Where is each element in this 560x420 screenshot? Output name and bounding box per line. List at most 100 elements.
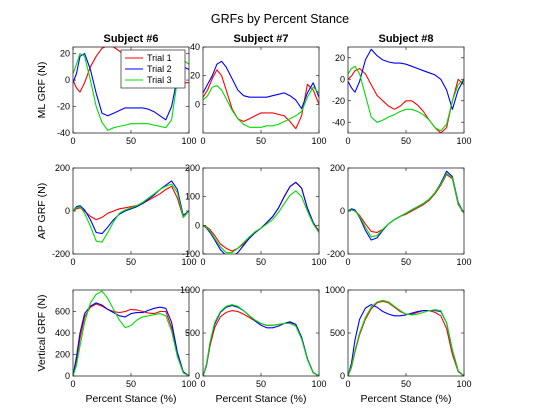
series-line-trial-3 bbox=[203, 304, 319, 376]
y-tick-label: 200 bbox=[55, 163, 70, 173]
legend-label-trial-2: Trial 2 bbox=[147, 64, 172, 74]
y-tick-label: -20 bbox=[57, 102, 70, 112]
y-tick-label: 200 bbox=[330, 163, 345, 173]
plot-area bbox=[348, 290, 464, 376]
series-line-trial-2 bbox=[73, 180, 189, 235]
y-tick-label: 200 bbox=[185, 163, 200, 173]
y-tick-label: 500 bbox=[185, 328, 200, 338]
y-tick-label: 20 bbox=[335, 53, 345, 63]
y-tick-label: 600 bbox=[55, 307, 70, 317]
panel-title: Subject #6 bbox=[103, 33, 158, 45]
y-tick-label: 40 bbox=[190, 42, 200, 52]
panel-title: Subject #8 bbox=[378, 33, 433, 45]
x-tick-label: 100 bbox=[456, 136, 471, 146]
x-tick-label: 100 bbox=[311, 136, 326, 146]
y-axis-label: ML GRF (N) bbox=[36, 62, 48, 119]
series-group bbox=[348, 299, 464, 376]
y-tick-label: -40 bbox=[57, 128, 70, 138]
series-line-trial-3 bbox=[203, 190, 319, 254]
series-group bbox=[203, 304, 319, 376]
x-tick-label: 100 bbox=[456, 257, 471, 267]
y-tick-label: -40 bbox=[332, 117, 345, 127]
x-tick-label: 0 bbox=[70, 136, 75, 146]
series-line-trial-2 bbox=[203, 60, 319, 110]
y-tick-label: 0 bbox=[195, 99, 200, 109]
x-tick-label: 100 bbox=[311, 257, 326, 267]
x-tick-label: 0 bbox=[345, 136, 350, 146]
plot-area bbox=[348, 168, 464, 254]
x-tick-label: 0 bbox=[70, 257, 75, 267]
y-tick-label: 0 bbox=[340, 371, 345, 381]
plot-area bbox=[203, 47, 319, 133]
x-tick-label: 50 bbox=[401, 379, 411, 389]
series-line-trial-3 bbox=[348, 299, 464, 376]
series-line-trial-2 bbox=[73, 302, 189, 376]
series-line-trial-3 bbox=[73, 183, 189, 243]
x-axis-label: Percent Stance (%) bbox=[360, 393, 451, 405]
x-axis-label: Percent Stance (%) bbox=[85, 393, 176, 405]
legend-label-trial-3: Trial 3 bbox=[147, 75, 172, 85]
x-tick-label: 0 bbox=[345, 379, 350, 389]
panel-title: Subject #7 bbox=[233, 33, 288, 45]
x-tick-label: 0 bbox=[200, 257, 205, 267]
series-group bbox=[73, 290, 189, 376]
x-tick-label: 50 bbox=[256, 379, 266, 389]
series-line-trial-3 bbox=[348, 172, 464, 238]
series-line-trial-3 bbox=[73, 53, 189, 131]
series-line-trial-3 bbox=[73, 290, 189, 376]
y-tick-label: 20 bbox=[190, 71, 200, 81]
legend-label-trial-1: Trial 1 bbox=[147, 53, 172, 63]
plot-area bbox=[348, 47, 464, 133]
series-group bbox=[203, 60, 319, 130]
x-tick-label: 50 bbox=[401, 257, 411, 267]
series-line-trial-3 bbox=[348, 65, 464, 132]
y-tick-label: 400 bbox=[55, 328, 70, 338]
x-tick-label: 50 bbox=[126, 379, 136, 389]
x-tick-label: 0 bbox=[200, 136, 205, 146]
plot-area bbox=[73, 290, 189, 376]
y-tick-label: -20 bbox=[332, 96, 345, 106]
x-tick-label: 50 bbox=[401, 136, 411, 146]
plot-area bbox=[203, 168, 319, 254]
x-tick-label: 50 bbox=[256, 136, 266, 146]
y-tick-label: 0 bbox=[340, 206, 345, 216]
y-tick-label: -100 bbox=[182, 249, 200, 259]
series-line-trial-2 bbox=[203, 304, 319, 376]
series-line-trial-2 bbox=[348, 48, 464, 110]
panel-r1-c3: 0 50 100 -40 -20 0 20 Subject #8 bbox=[332, 33, 472, 146]
x-tick-label: 100 bbox=[311, 379, 326, 389]
series-group bbox=[203, 181, 319, 254]
y-tick-label: -200 bbox=[52, 249, 70, 259]
y-tick-label: 0 bbox=[65, 206, 70, 216]
x-tick-label: 100 bbox=[456, 379, 471, 389]
series-line-trial-2 bbox=[73, 53, 189, 121]
x-tick-label: 100 bbox=[181, 136, 196, 146]
y-tick-label: 1000 bbox=[325, 285, 345, 295]
y-tick-label: -200 bbox=[327, 249, 345, 259]
y-tick-label: 1000 bbox=[180, 285, 200, 295]
x-tick-label: 50 bbox=[256, 257, 266, 267]
series-group bbox=[348, 48, 464, 133]
y-tick-label: 100 bbox=[185, 192, 200, 202]
y-tick-label: 0 bbox=[340, 74, 345, 84]
y-tick-label: 20 bbox=[60, 49, 70, 59]
x-tick-label: 0 bbox=[200, 379, 205, 389]
x-tick-label: 100 bbox=[181, 257, 196, 267]
y-axis-label: AP GRF (N) bbox=[36, 183, 48, 239]
figure-title: GRFs by Percent Stance bbox=[211, 12, 349, 26]
x-tick-label: 100 bbox=[181, 379, 196, 389]
series-group bbox=[73, 180, 189, 243]
x-axis-label: Percent Stance (%) bbox=[215, 393, 306, 405]
y-tick-label: 0 bbox=[65, 75, 70, 85]
y-axis-label: Vertical GRF (N) bbox=[36, 294, 48, 371]
plot-area bbox=[203, 290, 319, 376]
panel-r1-c2: 0 50 100 0 20 40 Subject #7 bbox=[190, 33, 327, 146]
series-line-trial-3 bbox=[203, 85, 319, 128]
